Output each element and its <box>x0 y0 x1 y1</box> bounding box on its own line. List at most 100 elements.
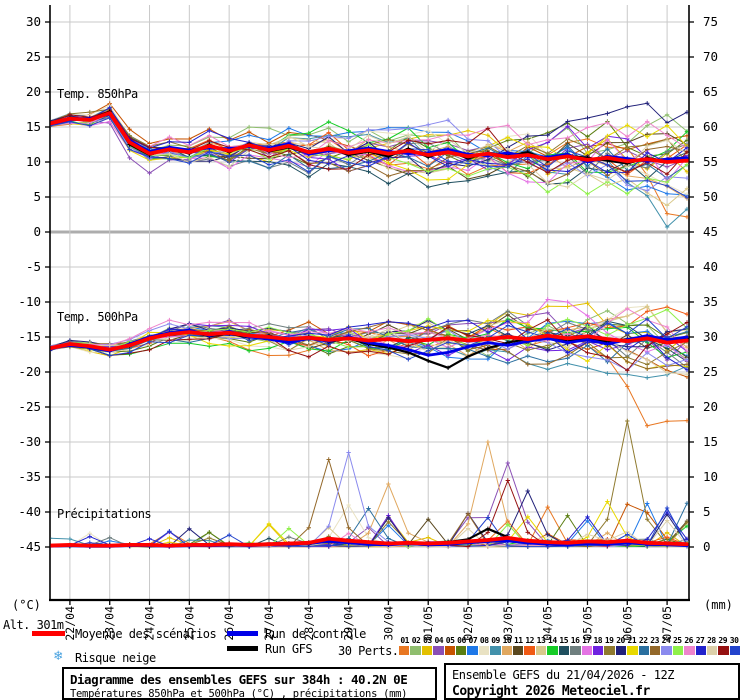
date-tick-label: 05/05 <box>580 606 594 641</box>
pert-number: 02 <box>411 636 421 645</box>
pert-number: 30 <box>729 636 739 645</box>
pert-number: 22 <box>638 636 648 645</box>
pert-color-swatch <box>444 646 456 655</box>
panel-label-t850: Temp. 850hPa <box>57 87 138 101</box>
left-axis-tick: -15 <box>18 329 41 344</box>
pert-number: 06 <box>457 636 466 645</box>
pert-color-swatch <box>501 646 513 655</box>
date-tick-label: 22/04 <box>63 606 77 641</box>
pert-color-swatch <box>604 646 615 655</box>
left-axis-tick: 10 <box>26 154 41 169</box>
left-axis-tick: -45 <box>18 539 41 554</box>
copyright-text: Copyright 2026 Meteociel.fr <box>452 684 650 699</box>
pert-color-swatch <box>581 646 592 655</box>
right-axis-tick: 50 <box>703 189 718 204</box>
right-axis-tick: 55 <box>703 154 718 169</box>
pert-color-swatch <box>558 646 570 655</box>
pert-color-swatch <box>456 646 467 655</box>
legend-control-label: Run de contrôle <box>265 627 366 641</box>
date-tick-label: 04/05 <box>541 606 555 641</box>
pert-color-swatch <box>718 646 729 655</box>
pert-color-swatch <box>729 646 740 655</box>
right-axis-unit: (mm) <box>704 598 733 612</box>
right-axis-tick: 5 <box>703 504 711 519</box>
pert-color-swatch <box>399 646 410 655</box>
diagram-title-box: Diagramme des ensembles GEFS sur 384h : … <box>62 667 437 700</box>
pert-color-swatch <box>695 646 706 655</box>
pert-color-swatch <box>513 646 524 655</box>
pert-number: 16 <box>570 636 580 645</box>
date-tick-label: 24/04 <box>143 606 157 641</box>
pert-color-swatch <box>649 646 661 655</box>
left-axis-tick: 25 <box>26 49 41 64</box>
date-tick-label: 07/05 <box>660 606 674 641</box>
control-line-swatch <box>227 631 258 636</box>
pert-number: 05 <box>445 636 455 645</box>
pert-number: 17 <box>582 636 591 645</box>
pert-color-swatch <box>433 646 444 655</box>
diagram-title: Diagramme des ensembles GEFS sur 384h : … <box>70 672 408 687</box>
right-axis-tick: 30 <box>703 329 718 344</box>
pert-color-swatch <box>592 646 604 655</box>
pert-number: 14 <box>548 636 557 645</box>
pert-color-swatch <box>706 646 718 655</box>
pert-number: 01 <box>400 636 409 645</box>
pert-number-row: 01 02 03 04 05 06 07 08 09 10 11 12 13 14 15 16 17 18 19 20… <box>399 636 740 645</box>
gfs-line-swatch <box>227 646 258 651</box>
pert-number: 10 <box>502 636 512 645</box>
pert-number: 23 <box>650 636 659 645</box>
left-axis-tick: -20 <box>18 364 41 379</box>
mean-line-swatch <box>32 631 65 636</box>
pert-color-swatch <box>410 646 421 655</box>
pert-color-swatch <box>467 646 478 655</box>
date-tick-label: 06/05 <box>620 606 634 641</box>
left-axis-tick: -5 <box>26 259 41 274</box>
pert-number: 19 <box>604 636 614 645</box>
pert-color-swatch <box>535 646 547 655</box>
left-axis-tick: 15 <box>26 119 41 134</box>
left-axis-tick: -25 <box>18 399 41 414</box>
pert-number: 18 <box>593 636 603 645</box>
right-axis-tick: 20 <box>703 399 718 414</box>
right-axis-tick: 10 <box>703 469 718 484</box>
legend-gfs-label: Run GFS <box>265 642 313 656</box>
right-axis-tick: 65 <box>703 84 718 99</box>
left-axis-tick: 30 <box>26 14 41 29</box>
pert-color-swatch <box>684 646 695 655</box>
pert-color-swatch <box>547 646 558 655</box>
legend-snow-label: Risque neige <box>75 651 156 665</box>
pert-number: 04 <box>434 636 444 645</box>
diagram-subtitle: Températures 850hPa et 500hPa (°C) , pré… <box>70 688 408 700</box>
legend-mean-label: Moyenne des scénarios <box>75 627 217 641</box>
pert-number: 20 <box>616 636 625 645</box>
date-tick-label: 01/05 <box>421 606 435 641</box>
date-tick-label: 29/04 <box>342 606 356 641</box>
altitude-label: Alt. 301m <box>3 618 64 632</box>
run-info-box: Ensemble GEFS du 21/04/2026 - 12Z Copyri… <box>444 663 740 700</box>
pert-number: 08 <box>479 636 489 645</box>
right-axis-tick: 35 <box>703 294 718 309</box>
run-info-text: Ensemble GEFS du 21/04/2026 - 12Z <box>452 668 674 682</box>
pert-color-swatch <box>661 646 672 655</box>
right-axis-tick: 15 <box>703 434 718 449</box>
right-axis-tick: 40 <box>703 259 718 274</box>
pert-number: 11 <box>513 636 523 645</box>
right-axis-tick: 70 <box>703 49 718 64</box>
pert-color-swatch <box>478 646 490 655</box>
legend-perts-label: 30 Perts. <box>338 644 399 658</box>
pert-number: 28 <box>707 636 716 645</box>
pert-color-swatch <box>615 646 627 655</box>
pert-color-swatch <box>627 646 638 655</box>
pert-color-row <box>399 646 740 655</box>
right-axis-tick: 45 <box>703 224 718 239</box>
pert-number: 13 <box>536 636 546 645</box>
pert-number: 03 <box>423 636 432 645</box>
right-axis-tick: 25 <box>703 364 718 379</box>
panel-label-precip: Précipitations <box>57 507 152 521</box>
left-axis-tick: 5 <box>33 189 41 204</box>
date-tick-label: 25/04 <box>182 606 196 641</box>
date-tick-label: 23/04 <box>103 606 117 641</box>
date-tick-label: 27/04 <box>262 606 276 641</box>
